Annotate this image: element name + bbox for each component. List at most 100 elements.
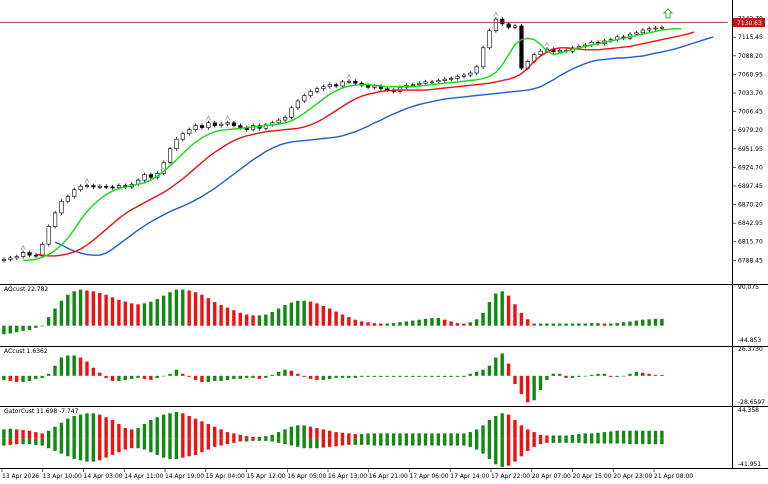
ao-bar <box>21 325 25 331</box>
ac-bar <box>647 373 651 376</box>
ao-bar <box>213 302 217 326</box>
gator-upper-bar <box>570 434 575 439</box>
ao-bar <box>506 295 511 326</box>
ac-bar <box>257 375 262 379</box>
candle-body <box>40 243 45 257</box>
ao-bar <box>98 293 102 326</box>
gator-lower-bar <box>129 438 134 449</box>
ao-bar <box>442 319 447 326</box>
gator-lower-bar <box>72 438 76 459</box>
ac-bar <box>398 375 402 377</box>
gator-lower-bar <box>85 438 89 462</box>
ac-bar <box>353 375 357 378</box>
ao-bar <box>328 308 332 326</box>
ac-bar <box>46 373 51 376</box>
gator-lower-bar <box>117 438 121 453</box>
ac-bar <box>583 375 587 377</box>
ao-bar <box>347 317 351 326</box>
ao-bar <box>104 294 108 326</box>
ao-bar <box>500 291 504 326</box>
gator-lower-bar <box>436 438 441 446</box>
candle-body <box>538 50 543 55</box>
ac-bar <box>328 375 332 379</box>
fractal-marker <box>20 244 26 250</box>
gator-lower-bar <box>526 438 530 451</box>
ao-bar <box>513 304 517 326</box>
gator-lower-bar <box>257 438 262 441</box>
gator-lower-bar <box>455 438 460 446</box>
ao-bar <box>366 322 370 326</box>
ac-bar <box>411 375 415 377</box>
ac-bar <box>455 375 460 377</box>
ao-bar <box>232 310 236 326</box>
ac-bar <box>385 375 389 377</box>
gator-lower-bar <box>46 438 51 449</box>
candle-body <box>148 174 154 178</box>
gator-upper-bar <box>40 433 44 439</box>
gator-upper-bar <box>200 421 204 439</box>
candle-body <box>199 125 205 128</box>
gator-upper-bar <box>596 432 600 439</box>
gator-upper-bar <box>647 430 651 439</box>
ao-bar <box>404 321 409 326</box>
ac-bar <box>462 375 466 377</box>
candle-body <box>225 122 230 125</box>
ao-bar <box>634 320 639 326</box>
candle-body <box>410 84 415 86</box>
gator-upper-bar <box>660 430 664 439</box>
ac-bar <box>391 375 396 377</box>
ac-bar <box>21 375 25 382</box>
ac-bar <box>149 375 153 380</box>
gator-upper-bar <box>193 418 198 439</box>
candle-body <box>84 185 90 187</box>
fractal-marker <box>84 177 90 183</box>
gator-upper-bar <box>334 432 338 439</box>
candle-body <box>295 100 300 109</box>
ao-bar <box>545 323 549 326</box>
ao-bar <box>519 312 524 326</box>
gator-lower-bar <box>513 438 517 462</box>
ac-bar <box>302 375 306 377</box>
candle-body <box>142 174 147 181</box>
gator-upper-bar <box>411 433 415 439</box>
ao-bar <box>14 325 19 333</box>
ao-bar <box>187 290 191 326</box>
candle-body <box>366 84 371 88</box>
candle-body <box>321 86 326 90</box>
ac-bar <box>136 375 140 378</box>
gator-lower-bar <box>423 438 428 446</box>
gator-lower-bar <box>647 438 651 445</box>
ac-bar <box>519 375 524 395</box>
candle-body <box>27 252 32 256</box>
candle-body <box>385 88 390 91</box>
x-tick-label: 20 Apr 23:00 <box>613 473 652 480</box>
gator-upper-bar <box>206 424 211 439</box>
gator-lower-bar <box>53 438 57 451</box>
ac-bar <box>213 375 217 381</box>
ac-bar <box>609 375 613 377</box>
ao-bar <box>174 289 179 326</box>
price-tag: 7130.63 <box>733 18 765 27</box>
ao-bar <box>27 325 32 331</box>
ac-bar <box>110 375 115 381</box>
ao-bar <box>621 322 626 326</box>
ac-bar <box>372 375 377 377</box>
gator-upper-bar <box>577 434 581 439</box>
gator-upper-bar <box>430 433 434 439</box>
candle-body <box>334 84 339 87</box>
gator-upper-bar <box>142 424 147 439</box>
gator-upper-bar <box>513 419 517 439</box>
gator-upper-bar <box>589 433 594 439</box>
gator-upper-bar <box>72 415 76 439</box>
ac-bar <box>117 375 121 381</box>
gator-lower-bar <box>34 438 38 445</box>
ao-bar <box>117 299 121 326</box>
ao-bar <box>129 303 134 326</box>
gator-lower-bar <box>206 438 211 450</box>
gator-lower-bar <box>411 438 415 446</box>
candle-body <box>314 88 320 92</box>
ao-bar <box>577 323 581 326</box>
gator-lower-bar <box>136 438 140 449</box>
ao-bar <box>468 322 472 326</box>
